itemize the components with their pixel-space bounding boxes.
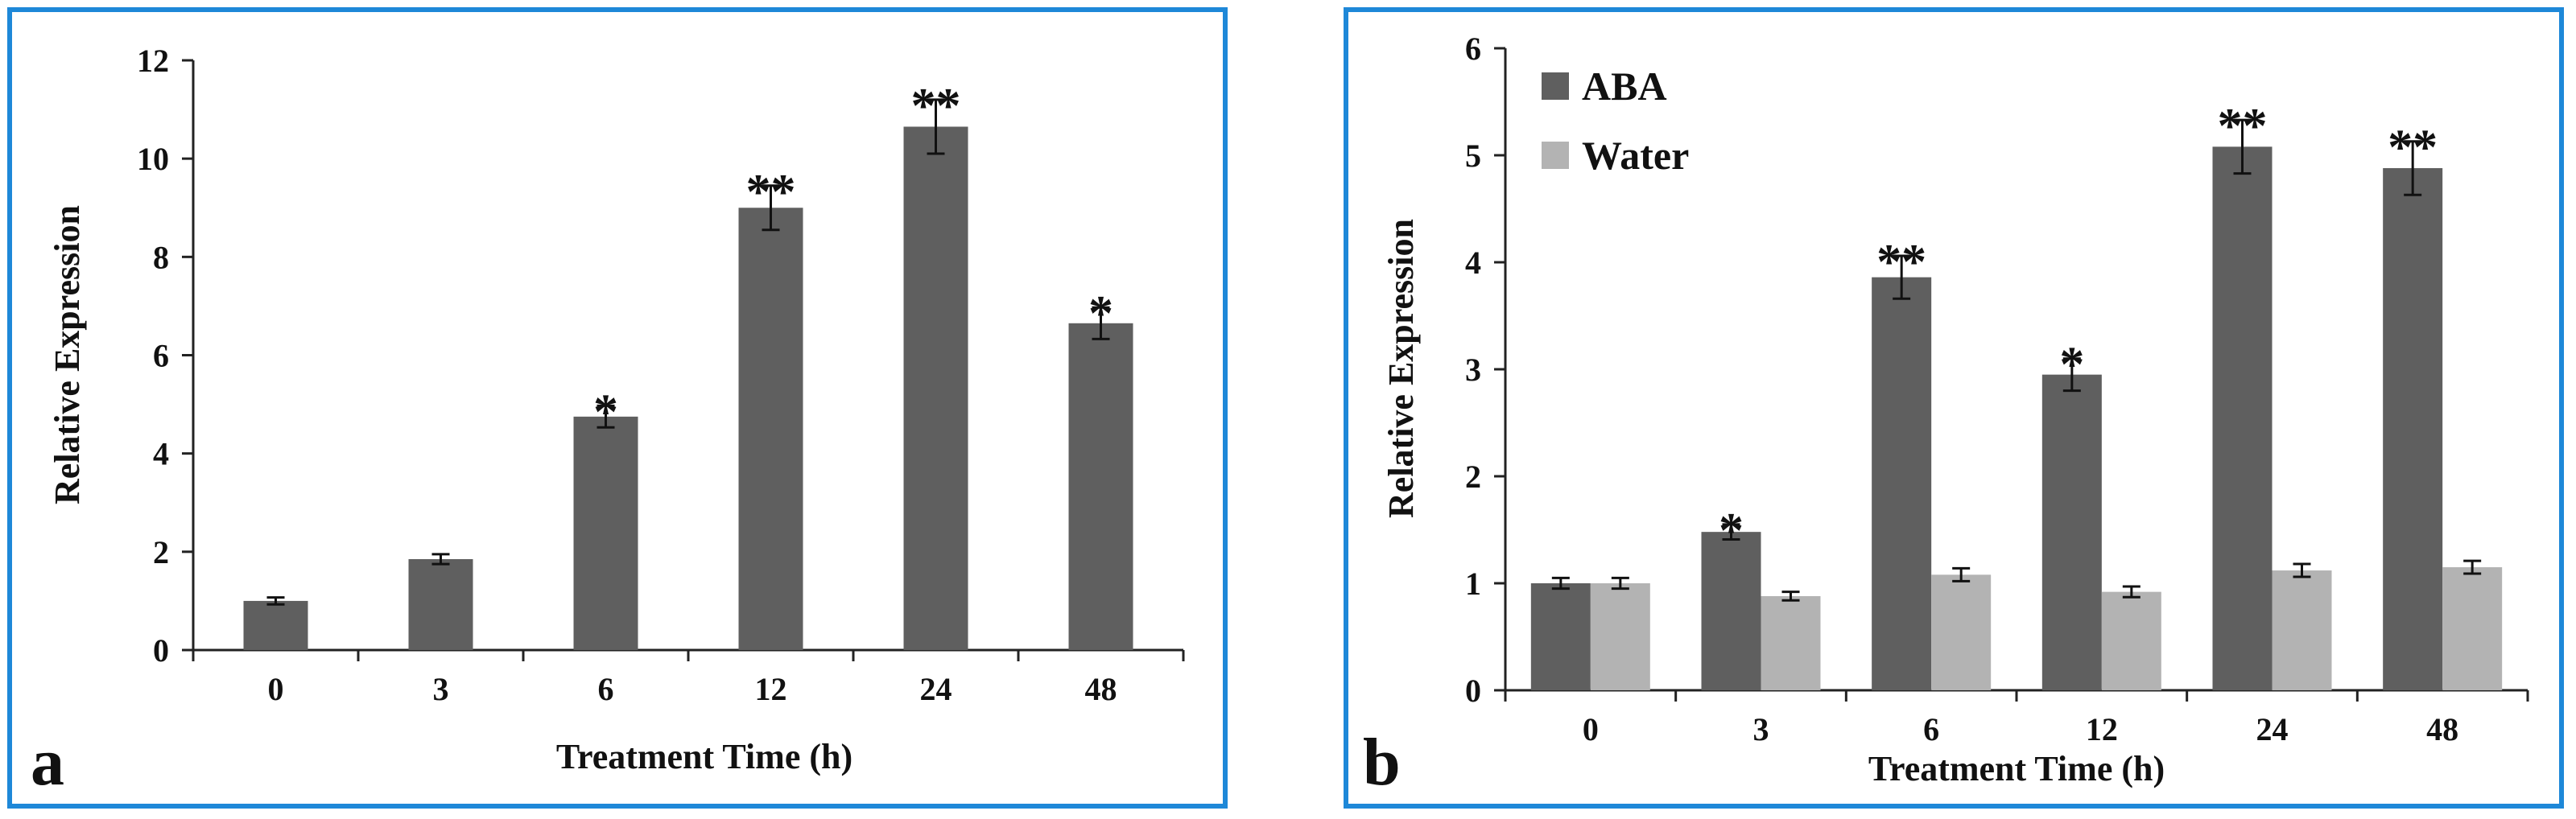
chart-b-x-tick-label: 48 — [2426, 711, 2458, 747]
chart-a-y-tick-label: 8 — [153, 239, 169, 275]
chart-a-x-tick-label: 24 — [920, 671, 952, 707]
legend-label-water: Water — [1582, 133, 1689, 178]
chart-a-error-bar — [1092, 306, 1110, 340]
chart-a-frame — [7, 7, 1228, 809]
chart-a-bar-value-0 — [243, 600, 308, 650]
chart-b-error-bar — [1893, 254, 1911, 300]
chart-b-error-bar — [1722, 523, 1740, 541]
chart-b-bar-aba-24 — [2212, 146, 2273, 691]
chart-a-y-tick-label: 6 — [153, 338, 169, 374]
chart-b-significance-marker: * — [1719, 504, 1744, 558]
chart-a-error-bar — [266, 596, 285, 606]
chart-a-y-ticks: 0 2 4 6 8 10 12 — [137, 43, 193, 669]
chart-a-panel-label: a — [31, 725, 64, 800]
chart-a-error-bar — [597, 404, 615, 429]
chart-a-x-tick-label: 0 — [268, 671, 284, 707]
chart-b-error-bar — [2062, 357, 2081, 393]
chart-a-significance-marker: ** — [746, 165, 796, 220]
chart-b-x-tick-label: 24 — [2256, 711, 2289, 747]
chart-b-y-ticks: 0 1 2 3 4 5 6 — [1465, 31, 1505, 709]
chart-a-significance-marker: * — [593, 385, 618, 439]
chart-b-bar-aba-0 — [1530, 583, 1591, 690]
chart-a-y-tick-label: 4 — [153, 436, 169, 472]
chart-a-significance-marker: * — [1088, 286, 1113, 341]
chart-b-y-tick-label: 5 — [1465, 138, 1481, 174]
chart-panel-a: 0 2 4 6 8 10 12 0 3 6 12 24 48 * ** ** * Relative Expr… — [0, 0, 1240, 819]
chart-b-x-tick-label: 3 — [1753, 711, 1769, 747]
chart-b-error-bar — [1781, 591, 1800, 602]
chart-b-error-bar — [1551, 576, 1570, 591]
chart-b-x-tick-label: 0 — [1583, 711, 1599, 747]
chart-a-bar-value-3 — [408, 558, 473, 650]
chart-b-significance-marker: ** — [2388, 121, 2438, 175]
chart-b-significance-marker: ** — [2218, 99, 2268, 154]
chart-a-x-tick-label: 12 — [755, 671, 787, 707]
chart-b-bar-water-24 — [2272, 570, 2332, 690]
chart-a-bar-value-6 — [573, 416, 638, 650]
chart-b-y-axis-title: Relative Expression — [1381, 219, 1421, 518]
chart-a-bars: ****** — [243, 79, 1133, 650]
chart-a-x-ticks: 0 3 6 12 24 48 — [192, 650, 1185, 707]
chart-b-bar-aba-12 — [2041, 374, 2102, 690]
chart-a-bar-value-12 — [738, 208, 803, 650]
chart-b-significance-marker: * — [2059, 338, 2084, 393]
chart-a-bar-value-48 — [1068, 323, 1133, 650]
chart-a-x-tick-label: 6 — [598, 671, 614, 707]
chart-b-y-tick-label: 4 — [1465, 245, 1481, 281]
legend-swatch-aba — [1542, 72, 1569, 100]
chart-b-bars: ****** ** — [1530, 99, 2503, 691]
chart-b-y-tick-label: 2 — [1465, 459, 1481, 495]
chart-b-error-bar — [2233, 118, 2252, 175]
chart-a-significance-marker: ** — [911, 79, 961, 134]
chart-b-panel-label: b — [1363, 725, 1401, 800]
legend-label-aba: ABA — [1582, 64, 1667, 109]
chart-a-error-bar — [431, 553, 450, 566]
chart-a-x-tick-label: 48 — [1085, 671, 1117, 707]
chart-b-error-bar — [1611, 576, 1629, 591]
chart-b-bar-water-48 — [2442, 567, 2503, 690]
chart-b-error-bar — [2122, 585, 2140, 599]
chart-b-y-tick-label: 0 — [1465, 673, 1481, 709]
chart-b-error-bar — [2404, 140, 2422, 196]
chart-a-y-tick-label: 12 — [137, 43, 169, 79]
chart-b-bar-water-3 — [1761, 595, 1821, 690]
chart-a-x-tick-label: 3 — [433, 671, 449, 707]
chart-b-error-bar — [2463, 559, 2482, 575]
chart-a-y-tick-label: 0 — [153, 632, 169, 669]
chart-b-y-tick-label: 1 — [1465, 566, 1481, 602]
chart-b-x-axis-title: Treatment Time (h) — [1868, 749, 2165, 788]
chart-a-error-bar — [762, 184, 780, 232]
chart-b-x-tick-label: 12 — [2086, 711, 2118, 747]
chart-b-y-tick-label: 6 — [1465, 31, 1481, 67]
chart-b-bar-aba-6 — [1872, 277, 1932, 690]
chart-a-y-tick-label: 10 — [137, 141, 169, 177]
chart-a-y-tick-label: 2 — [153, 534, 169, 570]
chart-b-bar-aba-48 — [2383, 167, 2443, 690]
chart-b-error-bar — [1952, 566, 1971, 582]
legend-swatch-water — [1542, 142, 1569, 169]
chart-b-bar-water-6 — [1931, 574, 1992, 690]
chart-b-x-ticks: 0 3 6 12 24 48 — [1504, 690, 2529, 747]
chart-b-bar-water-0 — [1590, 583, 1650, 690]
chart-a-bar-value-24 — [903, 126, 968, 650]
chart-b-x-tick-label: 6 — [1923, 711, 1939, 747]
chart-a-error-bar — [927, 98, 945, 155]
chart-b-legend: ABA Water — [1542, 64, 1689, 178]
chart-b-bar-aba-3 — [1701, 532, 1761, 690]
chart-b-bar-water-12 — [2101, 591, 2161, 690]
chart-a-x-axis-title: Treatment Time (h) — [556, 737, 852, 776]
chart-b-y-tick-label: 3 — [1465, 352, 1481, 388]
chart-b-error-bar — [2293, 562, 2311, 578]
chart-b-significance-marker: ** — [1876, 235, 1926, 290]
chart-a-y-axis-title: Relative Expression — [47, 205, 87, 504]
